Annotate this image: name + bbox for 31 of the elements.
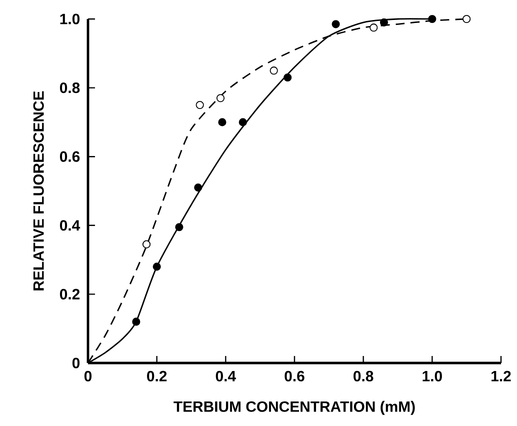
point [370, 24, 378, 32]
point [462, 14, 471, 24]
x-tick-label: 1.0 [422, 370, 442, 382]
point [380, 18, 388, 26]
point [142, 240, 151, 248]
point [194, 184, 202, 192]
point [218, 118, 226, 126]
x-tick-label: 0.4 [216, 370, 236, 382]
point [196, 100, 204, 110]
point [152, 262, 161, 271]
y-tick-label: 0.2 [60, 288, 80, 300]
point [428, 14, 436, 24]
point [238, 118, 247, 126]
x-tick-label: 0.8 [354, 370, 374, 382]
x-tick-label: 0.6 [284, 370, 304, 382]
point [270, 66, 278, 75]
y-tick-label: 0.4 [60, 220, 80, 231]
point [216, 94, 225, 102]
point [132, 318, 140, 326]
y-axis-title: RELATIVE FLUORESCENCE [33, 91, 44, 290]
y-tick-label: 0.8 [60, 82, 80, 94]
point [175, 223, 184, 232]
x-tick-label: 0 [84, 370, 92, 382]
y-tick-label: 1.0 [60, 14, 80, 24]
point [284, 73, 292, 82]
x-axis-title: TERBIUM CONCENTRATION (mM) [174, 400, 415, 415]
x-tick-label: 0.2 [147, 370, 167, 382]
y-tick-label: 0 [72, 358, 80, 368]
y-tick-label: 0.6 [60, 151, 80, 162]
x-tick-label: 1.2 [492, 370, 511, 382]
point [332, 20, 340, 28]
